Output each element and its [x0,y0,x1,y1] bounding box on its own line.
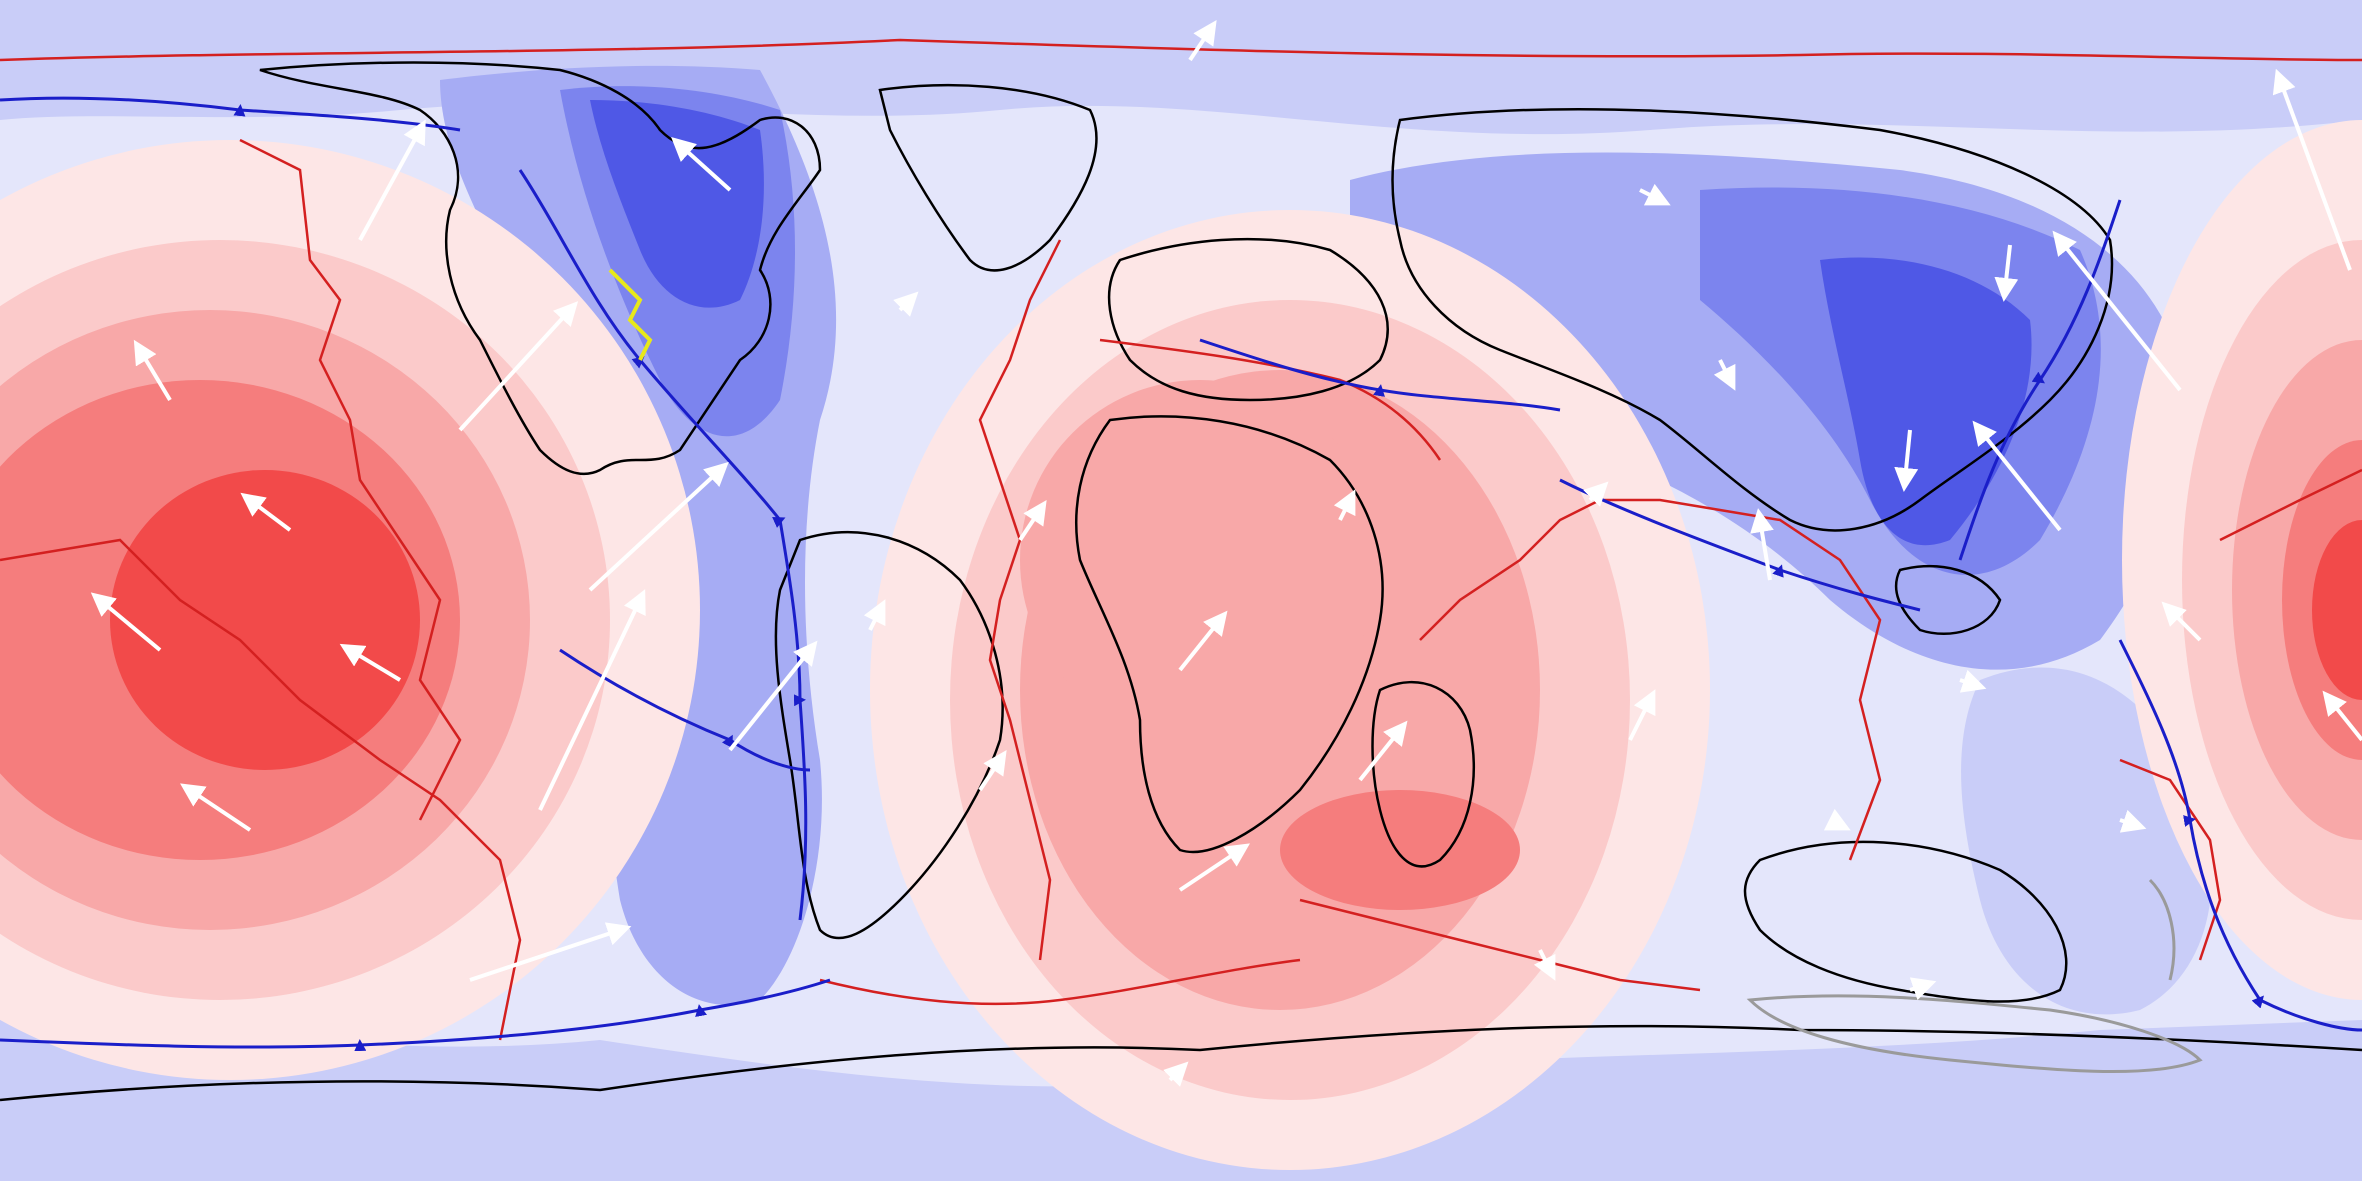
velocity-arrow [893,291,919,317]
coast-india-madagascar [1371,680,1475,868]
coastlines [0,61,2362,1102]
velocity-arrow [1959,669,1987,693]
plate-boundary-atlantic [978,239,1062,961]
plate-boundaries [0,38,2362,1041]
velocity-arrow [728,640,818,752]
plate-boundary-south-atlantic [819,958,1301,1006]
velocity-arrow [240,492,292,532]
upwelling-pacific-core [110,470,420,770]
velocity-arrow [1178,610,1228,672]
velocity-arrow [2119,809,2147,833]
velocity-arrow [1628,689,1656,741]
subduction-zones [0,96,2362,1052]
downwelling-indochina-core [1820,257,2032,546]
coast-australia [1743,840,2068,1003]
velocity-arrow [2322,690,2362,742]
coast-greenland [878,83,1098,272]
velocity-arrow [458,301,579,432]
coast-asia [1391,107,2114,532]
velocity-arrow [358,119,426,241]
subduction-east-asia [1958,199,2122,561]
velocity-arrow [133,339,172,402]
upwelling-madagascar-ring-4 [1280,790,1520,910]
velocity-arrow [1994,244,2019,302]
velocity-arrow [1163,1061,1189,1087]
velocity-arrow [1750,508,1774,581]
velocity-arrow [863,599,886,631]
velocity-arrow [538,589,646,811]
velocity-arrow [2052,230,2182,392]
velocity-arrow [1333,489,1356,521]
velocity-arrow [2161,601,2202,642]
velocity-arrow [1358,720,1408,782]
velocity-arrow [1713,359,1736,391]
velocity-arrow [1894,429,1919,492]
velocity-arrow [1188,20,1217,62]
velocity-arrow [671,136,732,192]
velocity-arrow [1583,481,1609,507]
upwelling-east-core [2312,520,2362,700]
plate-boundary-africa-north [1099,338,1442,461]
velocity-arrow [469,922,632,982]
velocity-arrow [1823,808,1851,831]
subduction-sunda [1559,478,1921,612]
subduction-tethys [1199,338,1561,412]
velocity-arrow [588,461,729,592]
velocity-arrow [339,643,402,682]
highlighted-boundary-segment [608,268,653,361]
velocity-arrow [180,783,252,832]
coast-africa [1075,415,1384,854]
subduction-americas-west [518,169,808,921]
plate-boundary-north [0,38,2362,62]
velocity-arrow [1972,420,2062,532]
downwelling-rockies-core [590,100,764,308]
velocity-arrow [1178,843,1250,892]
coast-europe [1107,237,1389,402]
velocity-arrow [978,750,1007,792]
subduction-north-pacific [0,96,461,132]
plate-boundary-indian [1419,498,1882,861]
velocity-arrow [90,592,162,652]
subduction-southwest-pacific [2118,639,2362,1032]
velocity-vectors [90,20,2362,1087]
plate-boundary-southwest-indian [1299,898,1701,992]
coast-antarctica [0,1024,2362,1102]
velocity-arrow [1018,500,1047,542]
upwelling-field [0,120,2362,1170]
plate-boundary-pacific-west [239,138,462,821]
velocity-arrow [2272,68,2352,271]
velocity-arrow [1909,977,1937,1001]
plate-boundary-pacific-south [0,538,522,1041]
upwelling-africa-ring-4 [1020,380,1380,740]
plate-boundary-east [2219,468,2362,542]
coast-south-america [774,530,1004,940]
subduction-south-pacific [0,978,831,1052]
subduction-nazca [559,648,811,772]
velocity-arrow [1639,183,1671,206]
velocity-arrow [1533,949,1556,981]
